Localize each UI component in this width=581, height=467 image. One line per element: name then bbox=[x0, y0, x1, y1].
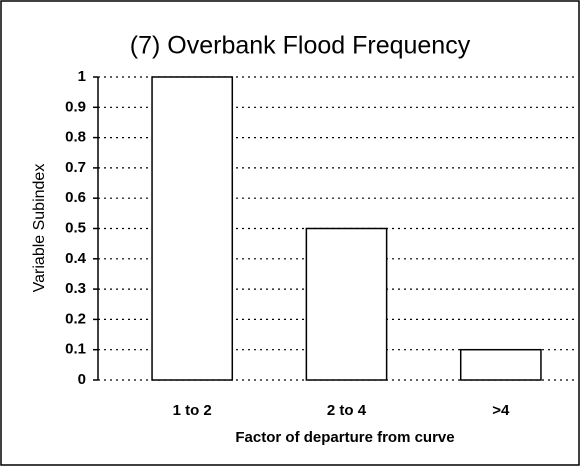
y-tick-label: 0.8 bbox=[65, 129, 86, 146]
y-tick-label: 1 bbox=[78, 68, 86, 85]
bar bbox=[459, 348, 542, 381]
y-tick-label: 0.6 bbox=[65, 189, 86, 206]
x-axis-label: Factor of departure from curve bbox=[235, 429, 454, 446]
y-axis-label: Variable Subindex bbox=[31, 164, 48, 293]
bar bbox=[151, 76, 234, 381]
y-tick-label: 0 bbox=[78, 371, 86, 388]
x-tick-label: 1 to 2 bbox=[173, 402, 212, 419]
y-tick-label: 0.1 bbox=[65, 341, 86, 358]
y-tick-label: 0.7 bbox=[65, 159, 86, 176]
y-tick-label: 0.4 bbox=[65, 250, 87, 267]
chart-title: (7) Overbank Flood Frequency bbox=[130, 32, 471, 60]
x-tick-label: >4 bbox=[492, 402, 510, 419]
y-tick-label: 0.2 bbox=[65, 310, 86, 327]
y-tick-label: 0.9 bbox=[65, 98, 86, 115]
x-tick-label: 2 to 4 bbox=[327, 402, 367, 419]
y-tick-label: 0.5 bbox=[65, 219, 86, 236]
y-tick-label: 0.3 bbox=[65, 280, 86, 297]
bar bbox=[305, 227, 388, 381]
